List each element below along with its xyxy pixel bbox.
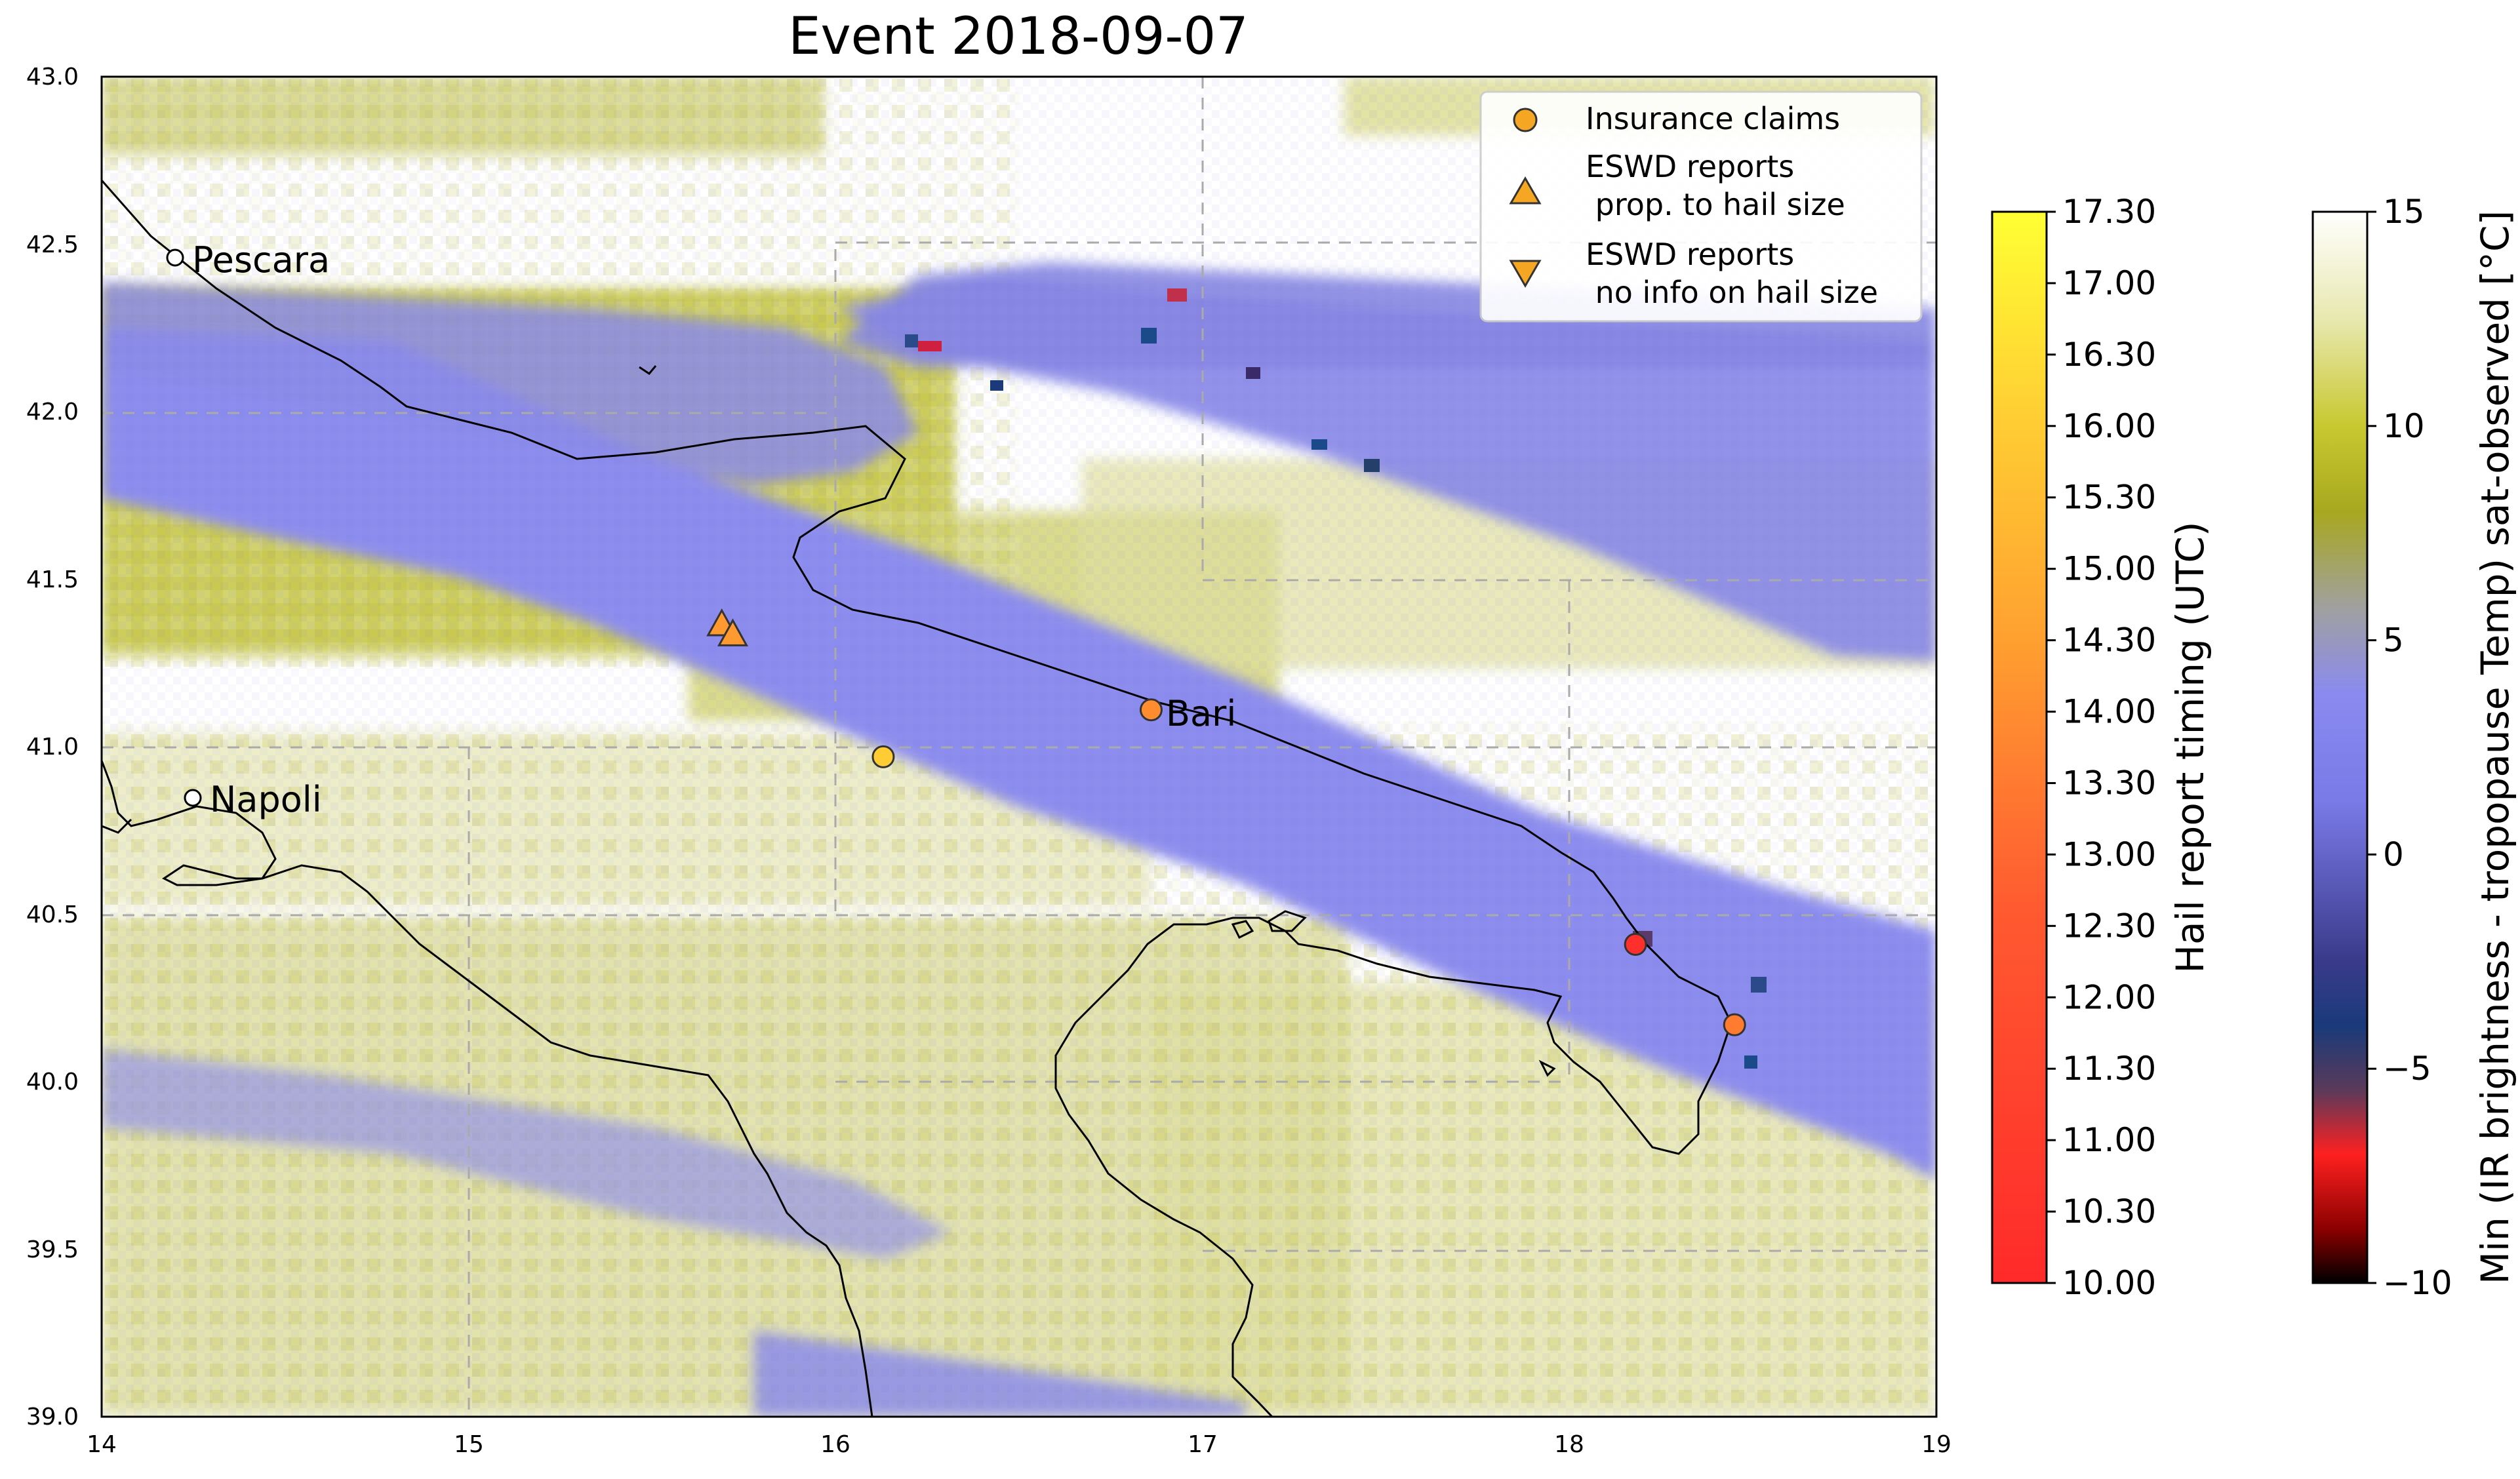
colorbar-temp-ticks: 15 10 5 0 −5 −10 (2367, 193, 2452, 1302)
colorbar-timing-ticks: 10.00 10.30 11.00 11.30 12.00 12.30 13.00 13.30… (2047, 193, 2156, 1302)
city-marker-pescara (166, 248, 184, 267)
y-tick-label: 42.5 (26, 231, 79, 258)
colorbar-timing-label: Hail report timing (UTC) (2168, 521, 2212, 973)
y-tick-labels: 39.0 39.5 40.0 40.5 41.0 41.5 42.0 42.5 … (26, 64, 79, 1430)
x-tick-label: 14 (87, 1431, 117, 1458)
colorbar-tick-label: 12.30 (2062, 907, 2156, 945)
colorbar-temp-bar (2311, 210, 2369, 1284)
colorbar-timing-bar (1991, 210, 2048, 1284)
colorbar-tick-label: 10 (2383, 407, 2425, 445)
y-tick-label: 42.0 (26, 399, 79, 425)
y-tick-label: 40.0 (26, 1069, 79, 1095)
colorbar-tick-label: 16.00 (2062, 407, 2156, 445)
x-tick-labels: 14 15 16 17 18 19 (87, 1431, 1951, 1458)
colorbar-tick-label: 13.30 (2062, 764, 2156, 802)
legend-eswd-noinfo-icon (1509, 260, 1542, 288)
y-tick-label: 43.0 (26, 64, 79, 90)
city-label-pescara: Pescara (192, 239, 330, 281)
legend-eswd-size-line1: ESWD reports (1586, 149, 1794, 184)
y-tick-label: 39.0 (26, 1404, 79, 1430)
colorbar-tick-label: 13.00 (2062, 835, 2156, 873)
colorbar-tick-label: −10 (2383, 1264, 2452, 1302)
city-label-bari: Bari (1166, 693, 1236, 734)
map-frame (100, 75, 1938, 1418)
legend-eswd-size-line2: prop. to hail size (1586, 187, 1845, 222)
legend-claims-icon (1513, 108, 1538, 132)
chart-title: Event 2018-09-07 (788, 7, 1249, 66)
gridlines (102, 77, 1936, 1417)
colorbar-tick-label: 14.00 (2062, 693, 2156, 731)
colorbar-tick-label: 11.00 (2062, 1121, 2156, 1159)
colorbar-tick-label: 5 (2383, 621, 2404, 660)
colorbar-tick-label: 14.30 (2062, 621, 2156, 660)
x-tick-label: 16 (820, 1431, 850, 1458)
x-tick-label: 18 (1554, 1431, 1584, 1458)
colorbar-tick-label: 10.00 (2062, 1264, 2156, 1302)
legend-claims-label: Insurance claims (1586, 101, 1840, 136)
colorbar-temp-label: Min (IR brightness - tropopause Temp) sa… (2473, 210, 2517, 1284)
cold-cores (905, 288, 1767, 1069)
colorbar-tick-label: −5 (2383, 1050, 2431, 1088)
colorbar-tick-label: 15.30 (2062, 479, 2156, 517)
colorbar-tick-label: 17.00 (2062, 264, 2156, 302)
colorbar-tick-label: 15.00 (2062, 550, 2156, 588)
x-tick-label: 17 (1188, 1431, 1218, 1458)
eswd-report-marker (717, 618, 749, 646)
y-tick-label: 41.5 (26, 566, 79, 593)
insurance-claim-marker (871, 745, 895, 768)
colorbar-timing: 10.00 10.30 11.00 11.30 12.00 12.30 13.00 13.30… (1991, 193, 2212, 1302)
x-tick-label: 19 (1921, 1431, 1951, 1458)
legend-eswd-size-icon (1509, 176, 1542, 205)
coastlines (102, 180, 1732, 1417)
colorbar-temp: 15 10 5 0 −5 −10 Min (IR brightness - tropopa… (2311, 193, 2517, 1302)
colorbar-tick-label: 17.30 (2062, 193, 2156, 231)
legend-box (1479, 90, 1923, 323)
insurance-claim-marker (1723, 1013, 1746, 1036)
insurance-claim-marker (1624, 932, 1647, 956)
city-label-napoli: Napoli (210, 779, 322, 820)
colorbar-tick-label: 16.30 (2062, 336, 2156, 374)
y-tick-label: 39.5 (26, 1236, 79, 1263)
y-tick-label: 41.0 (26, 734, 79, 760)
colorbar-tick-label: 11.30 (2062, 1050, 2156, 1088)
legend-eswd-noinfo-line1: ESWD reports (1586, 237, 1794, 272)
cities: Pescara Bari Napoli (166, 239, 1236, 820)
colorbar-tick-label: 15 (2383, 193, 2425, 231)
legend-eswd-noinfo-line2: no info on hail size (1586, 275, 1878, 310)
legend: Insurance claims ESWD reports prop. to h… (1479, 90, 1923, 323)
city-marker-napoli (184, 789, 202, 807)
y-tick-label: 40.5 (26, 901, 79, 928)
insurance-claim-marker (1139, 698, 1163, 722)
colorbar-tick-label: 12.00 (2062, 978, 2156, 1016)
hail-report-markers (706, 608, 1746, 1036)
colorbar-tick-label: 10.30 (2062, 1193, 2156, 1231)
x-tick-label: 15 (454, 1431, 484, 1458)
colorbar-tick-label: 0 (2383, 835, 2404, 873)
